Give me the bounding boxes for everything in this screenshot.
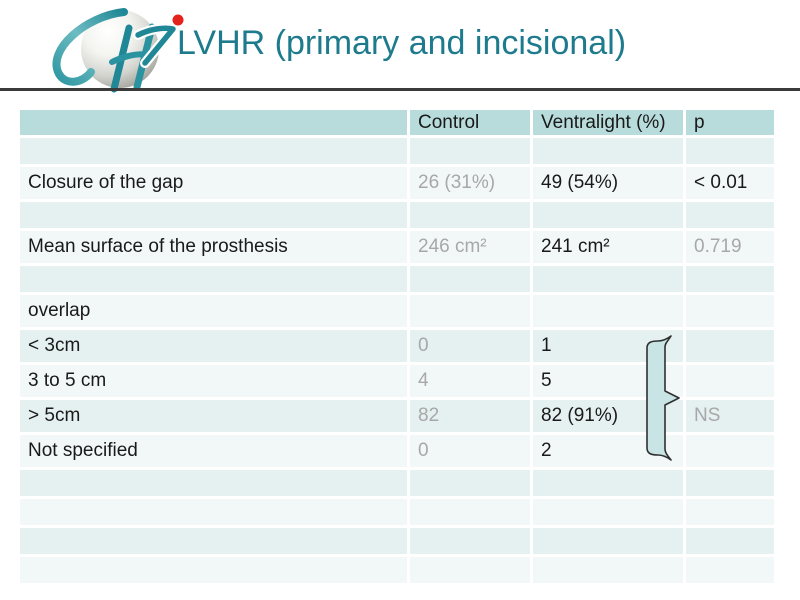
- cell-p: [686, 435, 774, 467]
- cell-p: [686, 499, 774, 525]
- cell-ventralight: 82 (91%): [533, 400, 683, 432]
- cell-label: overlap: [20, 295, 407, 327]
- cell-label: [20, 557, 407, 583]
- column-header-empty: [20, 110, 407, 135]
- cell-label: [20, 266, 407, 292]
- cell-ventralight: [533, 295, 683, 327]
- cell-control: 246 cm²: [410, 231, 530, 263]
- cell-p: 0.719: [686, 231, 774, 263]
- logo-seven: [135, 25, 176, 66]
- table-header-row: Control Ventralight (%) p: [20, 110, 774, 135]
- slide-title: LVHR (primary and incisional): [177, 24, 627, 62]
- cell-ventralight: [533, 202, 683, 228]
- cell-ventralight: 1: [533, 330, 683, 362]
- column-header: Control: [410, 110, 530, 135]
- cell-p: [686, 330, 774, 362]
- cell-control: 4: [410, 365, 530, 397]
- column-header: p: [686, 110, 774, 135]
- logo-letter-c: [52, 8, 128, 86]
- hospital-logo: [52, 8, 184, 93]
- cell-ventralight: [533, 499, 683, 525]
- cell-ventralight: 2: [533, 435, 683, 467]
- cell-control: [410, 138, 530, 164]
- cell-ventralight: [533, 266, 683, 292]
- table-row: overlap: [20, 295, 774, 327]
- header-divider: [0, 88, 800, 91]
- cell-label: [20, 499, 407, 525]
- cell-control: [410, 202, 530, 228]
- cell-label: 3 to 5 cm: [20, 365, 407, 397]
- table-row-empty: [20, 470, 774, 496]
- cell-label: > 5cm: [20, 400, 407, 432]
- table-row: 3 to 5 cm 4 5: [20, 365, 774, 397]
- cell-control: 82: [410, 400, 530, 432]
- cell-control: 26 (31%): [410, 167, 530, 199]
- cell-control: [410, 557, 530, 583]
- table-row: > 5cm 82 82 (91%) NS: [20, 400, 774, 432]
- results-table: Control Ventralight (%) p Closure of the g…: [17, 107, 777, 586]
- table-row: Closure of the gap 26 (31%) 49 (54%) < 0.01: [20, 167, 774, 199]
- column-header: Ventralight (%): [533, 110, 683, 135]
- cell-control: 0: [410, 330, 530, 362]
- cell-label: [20, 202, 407, 228]
- cell-p: [686, 295, 774, 327]
- table-row-empty: [20, 266, 774, 292]
- table-row: Not specified 0 2: [20, 435, 774, 467]
- cell-p: [686, 528, 774, 554]
- table-row: Mean surface of the prosthesis 246 cm² 241…: [20, 231, 774, 263]
- cell-label: Closure of the gap: [20, 167, 407, 199]
- cell-control: 0: [410, 435, 530, 467]
- cell-ventralight: [533, 557, 683, 583]
- table-container: Control Ventralight (%) p Closure of the g…: [17, 107, 777, 586]
- table-row-empty: [20, 528, 774, 554]
- cell-label: < 3cm: [20, 330, 407, 362]
- cell-label: Mean surface of the prosthesis: [20, 231, 407, 263]
- cell-ventralight: [533, 528, 683, 554]
- cell-ventralight: [533, 470, 683, 496]
- cell-control: [410, 470, 530, 496]
- cell-p: [686, 557, 774, 583]
- table-row-empty: [20, 557, 774, 583]
- cell-control: [410, 266, 530, 292]
- cell-ventralight: 49 (54%): [533, 167, 683, 199]
- cell-ventralight: 241 cm²: [533, 231, 683, 263]
- table-row-empty: [20, 202, 774, 228]
- cell-label: [20, 528, 407, 554]
- cell-label: [20, 138, 407, 164]
- cell-p: [686, 266, 774, 292]
- cell-p: NS: [686, 400, 774, 432]
- cell-control: [410, 499, 530, 525]
- table-row-empty: [20, 499, 774, 525]
- cell-p: [686, 202, 774, 228]
- table-row: < 3cm 0 1: [20, 330, 774, 362]
- logo-red-dot: [172, 14, 184, 26]
- cell-ventralight: 5: [533, 365, 683, 397]
- cell-ventralight: [533, 138, 683, 164]
- table-row-empty: [20, 138, 774, 164]
- cell-control: [410, 295, 530, 327]
- cell-p: < 0.01: [686, 167, 774, 199]
- cell-p: [686, 365, 774, 397]
- cell-p: [686, 138, 774, 164]
- cell-label: [20, 470, 407, 496]
- cell-p: [686, 470, 774, 496]
- cell-control: [410, 528, 530, 554]
- cell-label: Not specified: [20, 435, 407, 467]
